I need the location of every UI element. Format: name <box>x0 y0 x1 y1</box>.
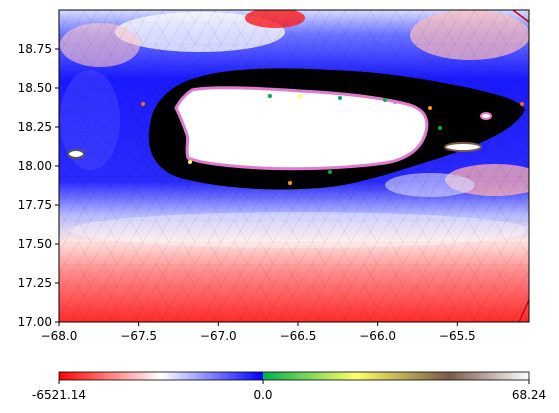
y-axis: 17.00 17.25 17.50 17.75 18.00 18.25 18.50 18.75 <box>18 42 59 329</box>
vieques-island <box>444 142 482 152</box>
x-tick-label: −66.0 <box>359 329 396 343</box>
nearshore-speckles <box>141 94 524 185</box>
colorbar-min-label: -6521.14 <box>32 388 86 402</box>
culebra-island <box>480 112 492 120</box>
y-tick-label: 18.00 <box>18 159 52 173</box>
y-tick-label: 18.75 <box>18 42 52 56</box>
y-tick-label: 18.25 <box>18 120 52 134</box>
open-boundary-ne <box>512 10 529 23</box>
x-tick-label: −67.0 <box>200 329 237 343</box>
x-tick-label: −66.5 <box>280 329 317 343</box>
open-boundary-se <box>518 299 529 322</box>
colorbar-mid-label: 0.0 <box>253 388 272 402</box>
y-tick-label: 17.50 <box>18 237 52 251</box>
x-tick-label: −65.5 <box>439 329 476 343</box>
y-tick-label: 18.50 <box>18 81 52 95</box>
y-tick-label: 17.00 <box>18 315 52 329</box>
y-tick-label: 17.75 <box>18 198 52 212</box>
mona-island <box>67 149 85 159</box>
x-tick-label: −68.0 <box>41 329 78 343</box>
colorbar-frame <box>58 371 530 381</box>
x-tick-label: −67.5 <box>120 329 157 343</box>
colorbar-max-label: 68.24 <box>512 388 546 402</box>
puerto-rico-landmass <box>174 86 429 171</box>
colorbar: -6521.14 0.0 68.24 <box>32 371 546 402</box>
colorbar-negative-segment <box>59 372 263 380</box>
x-axis: −68.0 −67.5 −67.0 −66.5 −66.0 −65.5 <box>41 322 476 343</box>
map-plot-area <box>59 10 529 322</box>
y-tick-label: 17.25 <box>18 276 52 290</box>
colorbar-positive-segment <box>263 372 529 380</box>
